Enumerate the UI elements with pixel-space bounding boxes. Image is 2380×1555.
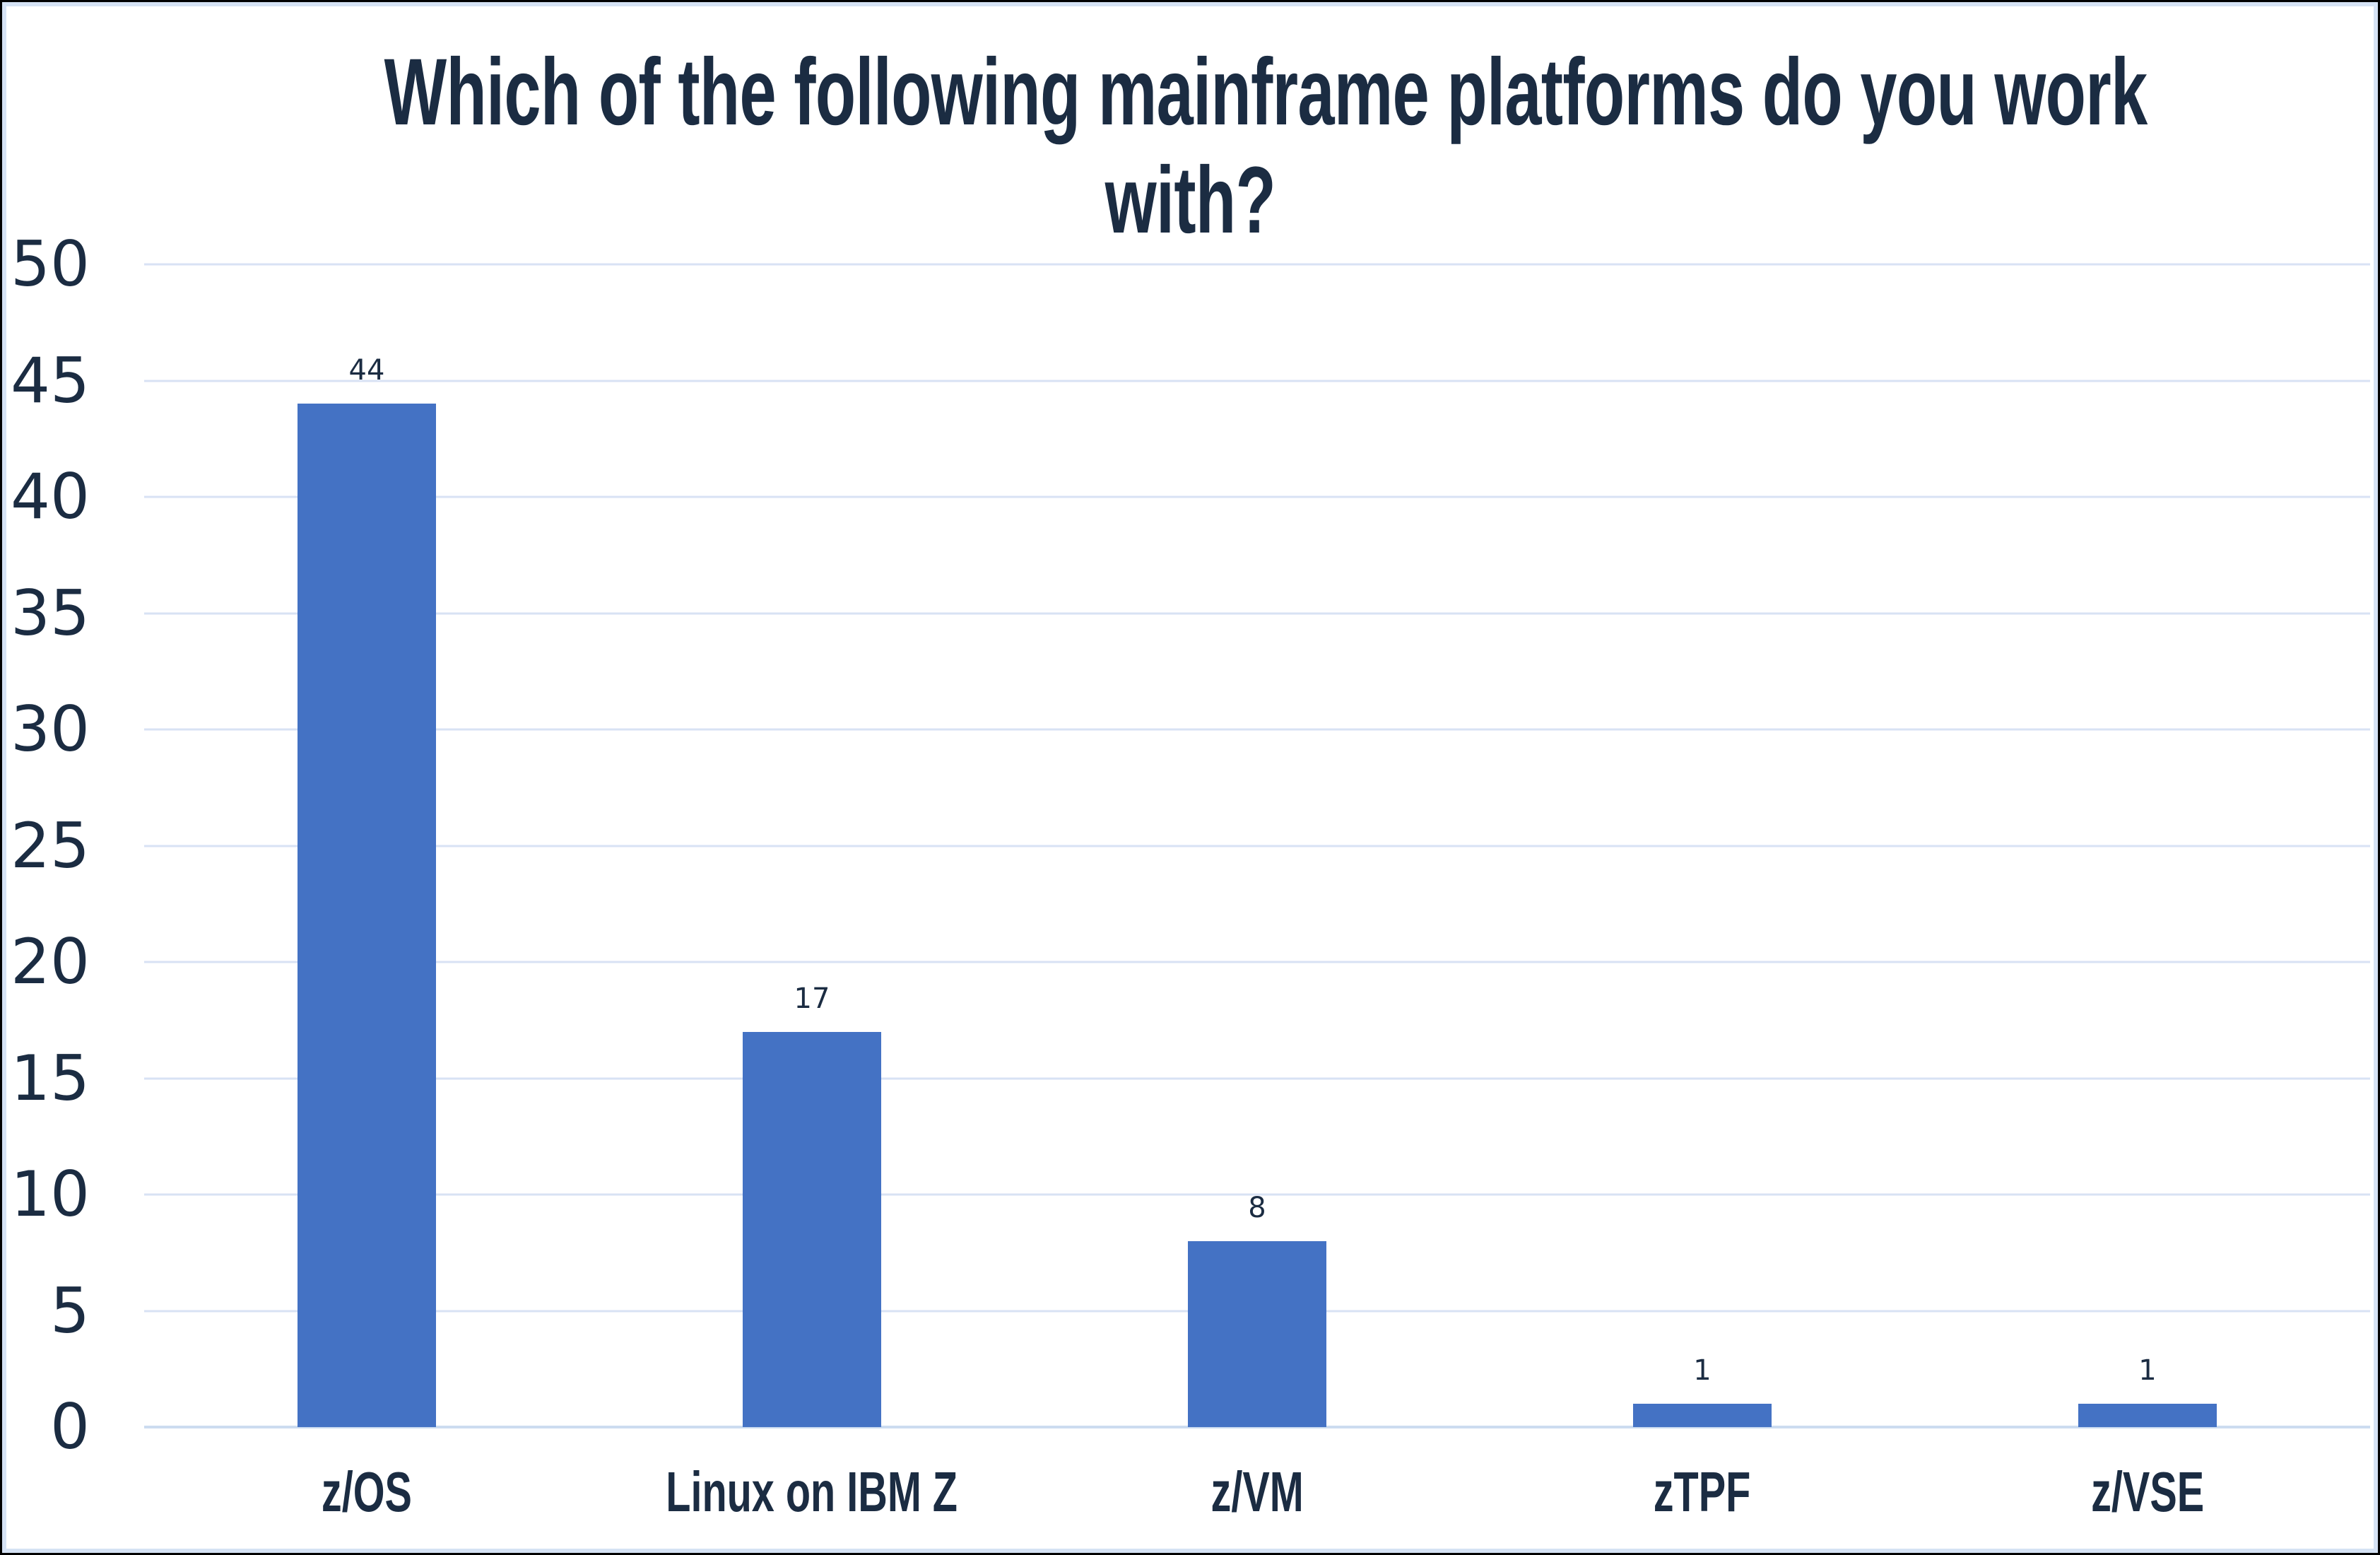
x-category-label-4: z/VSE (1925, 1461, 2370, 1523)
data-label-3: 1 (1693, 1354, 1712, 1387)
x-category-label-1: Linux on IBM Z (589, 1461, 1035, 1523)
bar-0 (298, 404, 436, 1427)
gridline-45 (144, 380, 2370, 382)
y-tick-label-50: 50 (11, 228, 90, 300)
gridline-40 (144, 495, 2370, 498)
y-tick-label-45: 45 (11, 344, 90, 417)
gridline-25 (144, 845, 2370, 847)
x-category-label-0: z/OS (144, 1461, 589, 1523)
bar-slot-3: 1 (1480, 264, 1925, 1427)
bar-1 (743, 1031, 881, 1427)
y-axis-labels: 0 5 10 15 20 25 30 35 40 45 50 (11, 233, 90, 1458)
gridline-50 (144, 263, 2370, 266)
x-category-label-text-4: z/VSE (2090, 1460, 2205, 1523)
bar-3 (1633, 1404, 1772, 1427)
bar-slot-2: 8 (1035, 264, 1480, 1427)
y-tick-label-0: 0 (50, 1390, 90, 1463)
x-category-label-text-3: zTPF (1654, 1460, 1751, 1523)
y-tick-label-30: 30 (11, 693, 90, 765)
data-label-1: 17 (794, 982, 830, 1015)
bar-slot-4: 1 (1925, 264, 2370, 1427)
bar-slot-1: 17 (589, 264, 1035, 1427)
gridline-30 (144, 728, 2370, 731)
x-axis-line (144, 1426, 2370, 1428)
chart-title-line-2: with? (1104, 147, 1276, 253)
gridline-10 (144, 1193, 2370, 1196)
bar-4 (2078, 1404, 2217, 1427)
gridline-15 (144, 1077, 2370, 1079)
x-category-label-text-0: z/OS (321, 1460, 413, 1523)
gridline-20 (144, 961, 2370, 963)
y-tick-label-35: 35 (11, 576, 90, 650)
data-label-4: 1 (2138, 1354, 2157, 1387)
x-axis-labels: z/OS Linux on IBM Z z/VM zTPF z/VSE (144, 1461, 2370, 1523)
y-tick-label-20: 20 (11, 925, 90, 998)
chart-title-line-1: Which of the following mainframe platfor… (384, 40, 2148, 145)
bar-2 (1188, 1240, 1326, 1427)
gridline-35 (144, 612, 2370, 614)
chart-area: Which of the following mainframe platfor… (6, 6, 2374, 1549)
y-tick-label-10: 10 (11, 1158, 90, 1231)
data-label-2: 8 (1248, 1191, 1266, 1224)
x-category-label-2: z/VM (1035, 1461, 1480, 1523)
x-category-label-text-2: z/VM (1210, 1460, 1304, 1523)
bar-slot-0: 44 (144, 264, 589, 1427)
bars-row: 44 17 8 1 1 (144, 264, 2370, 1427)
plot-area: 44 17 8 1 1 (144, 263, 2370, 1428)
y-tick-label-40: 40 (11, 460, 90, 533)
data-label-0: 44 (348, 354, 385, 387)
x-category-label-3: zTPF (1480, 1461, 1925, 1523)
x-category-label-text-1: Linux on IBM Z (666, 1460, 958, 1523)
chart-title: Which of the following mainframe platfor… (6, 39, 2374, 255)
y-tick-label-25: 25 (11, 809, 90, 882)
y-tick-label-15: 15 (11, 1041, 90, 1115)
y-tick-label-5: 5 (50, 1274, 90, 1347)
